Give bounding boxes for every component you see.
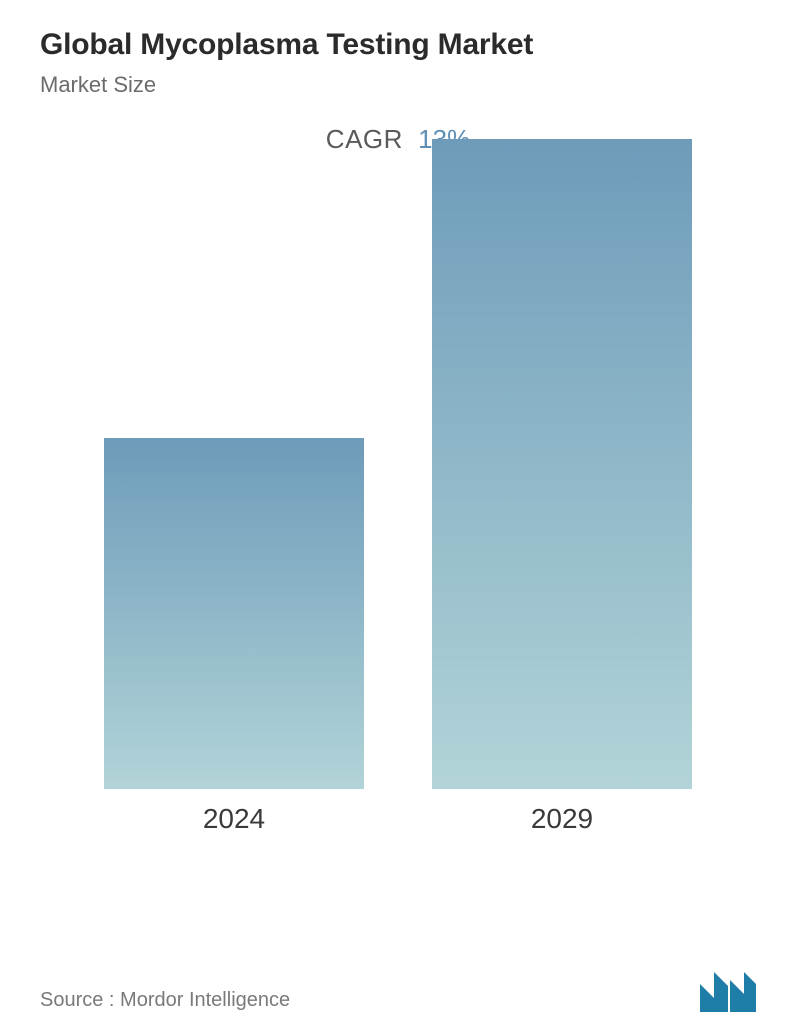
chart-subtitle: Market Size <box>40 72 756 98</box>
bar-group: 2024 <box>104 438 364 835</box>
source-text: Source : Mordor Intelligence <box>40 989 290 1012</box>
cagr-label: CAGR <box>326 124 403 154</box>
bar <box>432 139 692 789</box>
bar <box>104 438 364 789</box>
bar-group: 2029 <box>432 139 692 835</box>
bar-chart: 2024 2029 <box>40 185 756 885</box>
bar-label: 2024 <box>203 803 265 835</box>
bar-label: 2029 <box>531 803 593 835</box>
mordor-logo-icon <box>700 972 756 1012</box>
footer: Source : Mordor Intelligence <box>40 972 756 1012</box>
chart-card: Global Mycoplasma Testing Market Market … <box>0 0 796 1034</box>
chart-title: Global Mycoplasma Testing Market <box>40 28 756 62</box>
